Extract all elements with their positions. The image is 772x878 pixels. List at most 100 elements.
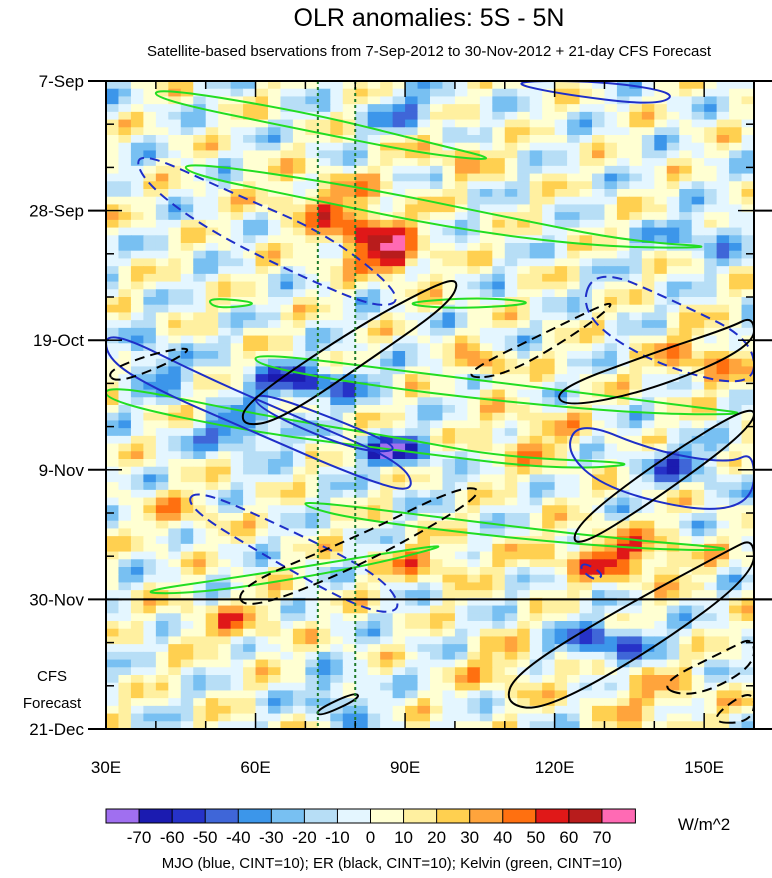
heat-cell [442, 435, 456, 445]
heat-cell [604, 165, 618, 175]
heat-cell [155, 621, 169, 630]
heat-cell [504, 574, 518, 584]
heat-cell [604, 366, 618, 375]
heat-cell [268, 497, 282, 506]
heat-cell [168, 520, 182, 530]
heat-cell [392, 513, 406, 522]
heat-cell [529, 698, 543, 707]
heat-cell [579, 659, 593, 668]
y-tick-label: 19-Oct [33, 331, 84, 350]
er-contour-9 [666, 639, 754, 695]
heat-cell [604, 489, 618, 499]
colorbar-swatch [270, 808, 306, 824]
heat-cell [155, 258, 169, 267]
heat-cell [529, 204, 543, 213]
heat-cell [417, 597, 431, 607]
heat-cell [430, 320, 444, 329]
heat-cell [317, 605, 331, 614]
heat-cell [479, 636, 493, 645]
heat-cell [292, 135, 306, 144]
heat-cell [679, 536, 693, 545]
heat-cell [180, 682, 194, 692]
heat-cell [741, 667, 754, 676]
heat-cell [704, 173, 718, 182]
heat-cell [442, 474, 456, 483]
heat-cell [641, 258, 655, 267]
heat-cell [629, 135, 643, 144]
heat-cell [430, 250, 444, 260]
colorbar-label: -20 [292, 828, 317, 847]
heat-cell [268, 474, 282, 483]
heat-cell [430, 536, 444, 545]
heat-cell [268, 505, 282, 514]
heat-cell [554, 644, 568, 653]
heat-cell [355, 459, 369, 468]
heat-cell [180, 158, 194, 167]
heat-cell [342, 428, 356, 437]
heat-cell [355, 212, 369, 221]
heat-cell [479, 551, 493, 560]
heat-cell [741, 250, 754, 260]
heat-cell [704, 682, 718, 692]
heat-cell [230, 721, 244, 729]
heat-cell [417, 81, 431, 90]
heat-cell [292, 212, 306, 221]
heat-cell [579, 605, 593, 614]
heat-cell [442, 505, 456, 514]
heat-cell [392, 713, 406, 722]
heat-cell [355, 273, 369, 283]
heat-cell [529, 420, 543, 429]
heat-cell [180, 621, 194, 630]
heat-cell [691, 96, 705, 105]
heat-cell [529, 273, 543, 283]
heat-cell [230, 659, 244, 668]
heat-cell [268, 644, 282, 653]
heat-cell [180, 250, 194, 260]
heat-cell [255, 520, 269, 530]
heat-cell [268, 358, 282, 368]
heat-cell [741, 705, 754, 715]
heat-cell [143, 597, 157, 607]
heat-cell [130, 528, 144, 537]
heat-cell [118, 165, 132, 175]
heat-cell [355, 366, 369, 375]
heat-cell [193, 613, 207, 622]
heat-cell [155, 243, 169, 252]
heat-cell [243, 613, 257, 622]
heat-cell [729, 266, 743, 275]
heat-cell [529, 397, 543, 406]
heat-cell [704, 613, 718, 622]
heat-cell [654, 505, 668, 514]
heat-cell [579, 451, 593, 460]
heat-cell [255, 613, 269, 622]
heat-cell [729, 435, 743, 445]
heat-cell [255, 351, 269, 360]
heat-cell [218, 366, 232, 375]
heat-cell [405, 443, 419, 452]
heat-cell [517, 358, 531, 368]
heat-cell [268, 243, 282, 252]
heat-cell [616, 675, 630, 684]
heat-cell [704, 466, 718, 476]
heat-cell [155, 219, 169, 229]
heat-cell [430, 374, 444, 383]
heat-cell [604, 204, 618, 213]
heat-cell [392, 181, 406, 190]
heat-cell [155, 397, 169, 406]
heat-cell [704, 590, 718, 599]
heat-cell [317, 273, 331, 283]
heat-cell [168, 559, 182, 568]
heat-cell [180, 196, 194, 206]
heat-cell [205, 212, 219, 221]
heat-cell [592, 389, 606, 398]
heat-cell [230, 158, 244, 167]
heat-cell [629, 381, 643, 391]
heat-cell [592, 621, 606, 630]
heat-cell [666, 304, 680, 314]
heat-cell [392, 613, 406, 622]
heat-cell [654, 574, 668, 584]
heat-cell [143, 705, 157, 715]
heat-cell [417, 451, 431, 460]
heat-cell [629, 96, 643, 105]
heat-cell [106, 628, 120, 638]
